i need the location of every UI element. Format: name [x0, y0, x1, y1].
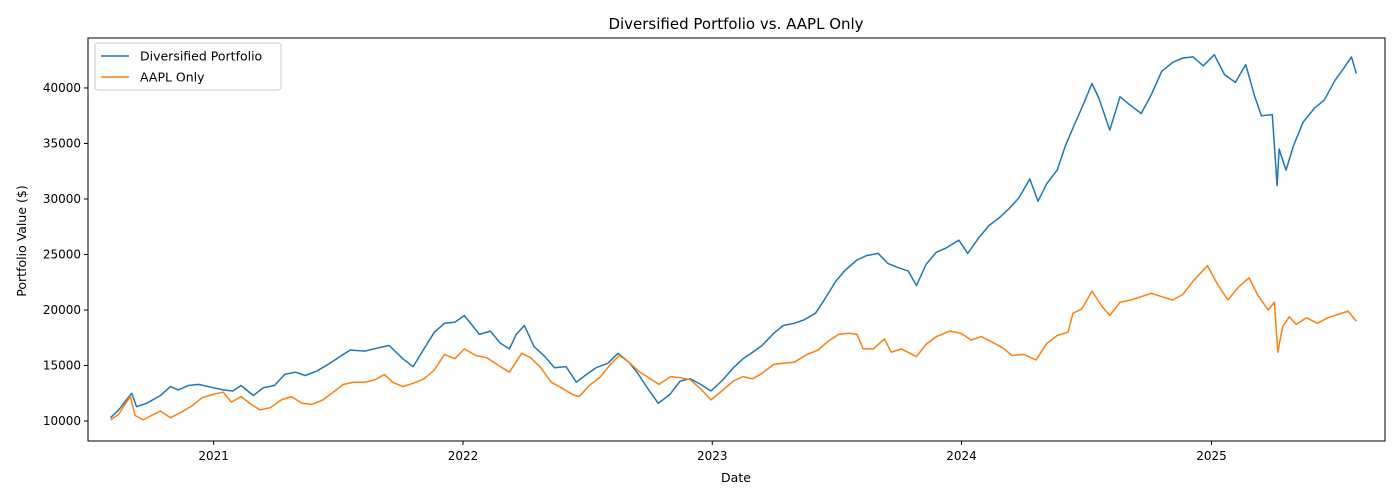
plot-frame — [87, 37, 1386, 442]
x-tick-label: 2021 — [198, 449, 229, 463]
y-tick-label: 20000 — [43, 303, 81, 317]
y-tick-label: 25000 — [43, 247, 81, 261]
x-tick-label: 2022 — [448, 449, 479, 463]
x-tick-label: 2025 — [1196, 449, 1227, 463]
x-tick-label: 2023 — [697, 449, 728, 463]
y-tick-label: 35000 — [43, 136, 81, 150]
y-tick-label: 10000 — [43, 414, 81, 428]
x-tick-label: 2024 — [946, 449, 977, 463]
legend-label: AAPL Only — [140, 70, 205, 85]
plot-area — [109, 53, 1358, 421]
series-line-diversified-portfolio — [109, 53, 1358, 419]
legend-label: Diversified Portfolio — [140, 49, 262, 64]
y-axis-label: Portfolio Value ($) — [14, 185, 29, 296]
series-line-aapl-only — [110, 264, 1357, 421]
chart-title: Diversified Portfolio vs. AAPL Only — [608, 15, 863, 33]
legend-box — [94, 42, 282, 91]
y-axis: 10000 15000 20000 25000 30000 35000 40000 — [43, 81, 88, 428]
y-tick-label: 15000 — [43, 359, 81, 373]
x-axis-label: Date — [721, 470, 751, 485]
x-axis: 2021 2022 2023 2024 2025 — [198, 441, 1227, 463]
y-tick-label: 30000 — [43, 192, 81, 206]
legend: Diversified Portfolio AAPL Only — [94, 42, 282, 91]
y-tick-label: 40000 — [43, 81, 81, 95]
